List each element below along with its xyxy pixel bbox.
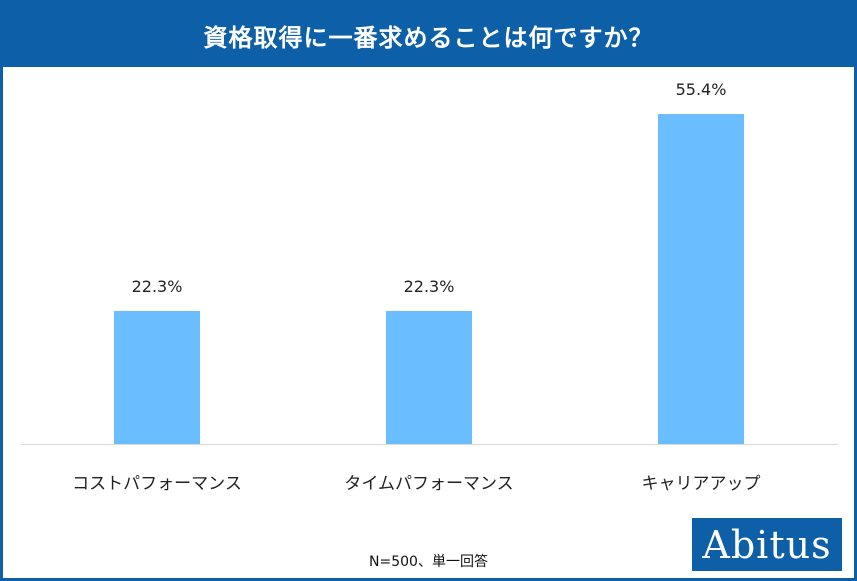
chart-title: 資格取得に一番求めることは何ですか？	[3, 3, 854, 67]
bar-cost-performance	[114, 311, 200, 444]
data-label-career-up: 55.4%	[675, 80, 727, 99]
category-label-time-performance: タイムパフォーマンス	[344, 474, 514, 494]
data-label-cost-performance: 22.3%	[131, 277, 183, 297]
category-label-cost-performance: コストパフォーマンス	[72, 474, 242, 494]
bar-career-up	[658, 114, 744, 444]
data-label-time-performance: 22.3%	[403, 277, 455, 297]
bar-time-performance	[386, 311, 472, 444]
sample-size-footnote: N=500、単一回答	[369, 554, 488, 570]
x-axis-line	[21, 444, 838, 445]
abitus-logo: Abitus	[692, 518, 842, 571]
category-label-career-up: キャリアアップ	[641, 474, 761, 494]
